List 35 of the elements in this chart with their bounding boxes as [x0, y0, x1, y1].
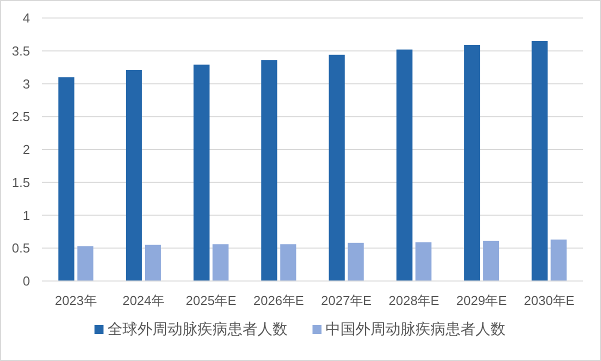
bar — [261, 60, 278, 281]
y-tick-label: 1.5 — [12, 174, 30, 190]
y-tick-label: 2.5 — [12, 109, 30, 124]
y-tick-label: 3 — [22, 76, 30, 92]
y-tick-label: 0.5 — [12, 240, 30, 256]
legend-label: 中国外周动脉疾病患者人数 — [326, 321, 506, 338]
bar — [532, 41, 548, 281]
x-tick-label: 2030年E — [524, 293, 575, 308]
x-tick-label: 2025年E — [186, 293, 237, 308]
x-tick-label: 2023年 — [54, 293, 97, 308]
bar — [550, 240, 567, 281]
y-tick-label: 4 — [22, 10, 30, 26]
legend-label: 全球外周动脉疾病患者人数 — [108, 321, 288, 338]
bar — [483, 240, 500, 281]
bar — [464, 44, 480, 281]
x-tick-label: 2026年E — [253, 293, 304, 308]
bar — [280, 244, 296, 281]
x-tick-label: 2029年E — [456, 293, 508, 308]
bar — [415, 242, 432, 281]
x-tick-label: 2027年E — [321, 293, 372, 308]
x-tick-label: 2024年 — [122, 293, 164, 308]
y-tick-label: 3.5 — [12, 43, 30, 58]
bar — [144, 244, 161, 281]
bar — [328, 54, 345, 281]
bar — [194, 64, 210, 281]
bar — [348, 242, 364, 281]
y-tick-label: 0 — [22, 274, 30, 288]
y-tick-label: 2 — [22, 142, 30, 157]
y-tick-label: 1 — [22, 208, 30, 223]
bar — [77, 246, 94, 281]
bar — [126, 70, 142, 281]
bar — [212, 244, 229, 281]
x-tick-label: 2028年E — [388, 293, 440, 308]
bar — [58, 77, 74, 281]
bar — [396, 50, 412, 281]
